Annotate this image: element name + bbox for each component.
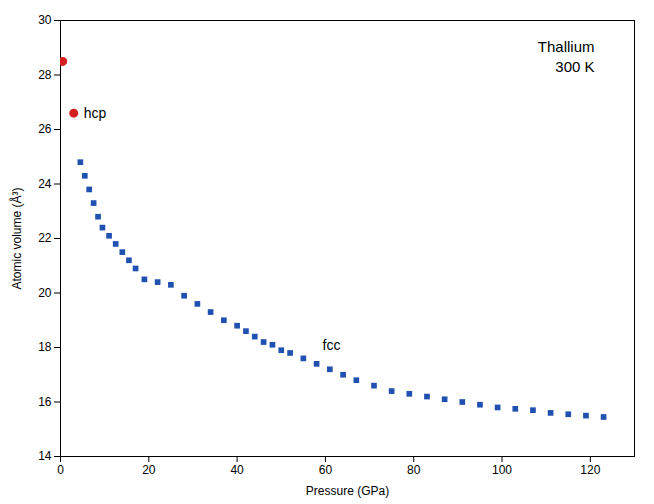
svg-text:30: 30 xyxy=(38,13,52,27)
svg-text:16: 16 xyxy=(38,395,52,409)
svg-text:28: 28 xyxy=(38,68,52,82)
svg-text:Pressure (GPa): Pressure (GPa) xyxy=(306,484,389,498)
svg-text:Atomic volume (Å³): Atomic volume (Å³) xyxy=(9,187,24,289)
svg-text:14: 14 xyxy=(38,449,52,463)
svg-text:80: 80 xyxy=(407,463,421,477)
svg-text:100: 100 xyxy=(492,463,512,477)
svg-text:60: 60 xyxy=(319,463,333,477)
svg-text:18: 18 xyxy=(38,340,52,354)
svg-text:24: 24 xyxy=(38,177,52,191)
svg-text:40: 40 xyxy=(230,463,244,477)
svg-text:20: 20 xyxy=(142,463,156,477)
svg-text:0: 0 xyxy=(57,463,64,477)
svg-text:Thallium300 K: Thallium300 K xyxy=(538,38,595,75)
svg-text:hcp: hcp xyxy=(84,105,107,121)
svg-text:26: 26 xyxy=(38,122,52,136)
svg-text:20: 20 xyxy=(38,286,52,300)
svg-text:120: 120 xyxy=(580,463,600,477)
svg-text:22: 22 xyxy=(38,231,52,245)
svg-text:fcc: fcc xyxy=(323,337,341,353)
